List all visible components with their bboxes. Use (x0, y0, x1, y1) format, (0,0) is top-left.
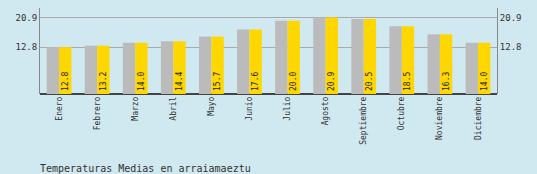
svg-text:14.0: 14.0 (480, 72, 489, 91)
svg-text:Febrero: Febrero (93, 96, 102, 130)
svg-text:Mayo: Mayo (207, 96, 216, 115)
svg-text:20.5: 20.5 (365, 72, 374, 91)
svg-text:Enero: Enero (55, 96, 64, 120)
svg-text:20.9: 20.9 (327, 72, 336, 91)
svg-text:18.5: 18.5 (403, 72, 412, 91)
svg-text:12.8: 12.8 (16, 42, 38, 52)
svg-text:13.2: 13.2 (99, 72, 108, 91)
svg-text:14.0: 14.0 (137, 72, 146, 91)
svg-text:Marzo: Marzo (131, 96, 140, 120)
svg-text:12.8: 12.8 (61, 72, 70, 91)
svg-text:15.7: 15.7 (213, 72, 222, 91)
svg-text:Agosto: Agosto (321, 96, 330, 125)
svg-text:17.6: 17.6 (251, 72, 260, 91)
svg-text:Abril: Abril (169, 96, 178, 120)
svg-text:Temperaturas Medias en arraiam: Temperaturas Medias en arraiamaeztu (40, 163, 251, 174)
svg-text:20.0: 20.0 (289, 72, 298, 91)
svg-text:Noviembre: Noviembre (435, 96, 444, 140)
svg-text:Julio: Julio (283, 96, 292, 120)
svg-text:Septiembre: Septiembre (359, 96, 368, 144)
svg-text:20.9: 20.9 (16, 13, 38, 23)
svg-text:20.9: 20.9 (500, 13, 522, 23)
svg-text:Octubre: Octubre (397, 96, 406, 130)
svg-text:16.3: 16.3 (442, 72, 451, 91)
svg-text:Diciembre: Diciembre (474, 96, 483, 140)
svg-text:12.8: 12.8 (500, 42, 522, 52)
svg-text:14.4: 14.4 (175, 72, 184, 91)
svg-text:Junio: Junio (245, 96, 254, 120)
